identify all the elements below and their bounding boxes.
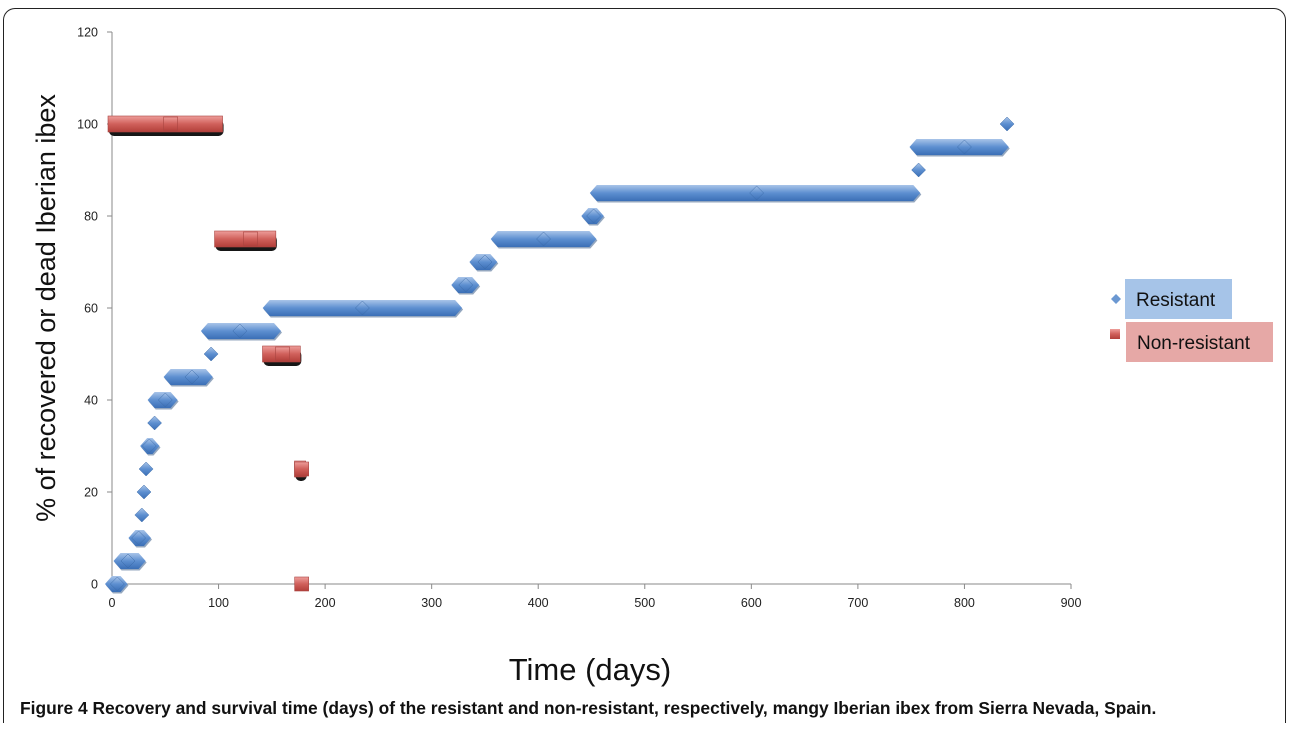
- x-tick-label: 600: [741, 596, 762, 610]
- resistant-point: [134, 507, 150, 523]
- resistant-point: [157, 392, 173, 408]
- legend-marker-resistant: [1111, 294, 1121, 304]
- y-tick-label: 120: [77, 26, 98, 40]
- resistant-point: [141, 438, 157, 454]
- x-tick-label: 900: [1061, 596, 1082, 610]
- figure-label: Figure 4: [20, 698, 88, 718]
- legend-background: [1126, 322, 1273, 362]
- non-resistant-point: [275, 346, 290, 362]
- resistant-point: [184, 369, 200, 385]
- resistant-point: [749, 185, 765, 201]
- x-tick-label: 400: [528, 596, 549, 610]
- resistant-point: [138, 461, 154, 477]
- non-resistant-point: [163, 116, 178, 132]
- resistant-point: [355, 300, 370, 316]
- resistant-point: [232, 323, 248, 339]
- x-tick-label: 100: [208, 596, 229, 610]
- resistant-point: [536, 231, 551, 247]
- y-tick-label: 20: [84, 486, 98, 500]
- resistant-point: [911, 162, 926, 178]
- x-axis-label: Time (days): [509, 652, 671, 687]
- resistant-point: [131, 530, 146, 546]
- figure-frame: [3, 8, 1286, 723]
- y-tick-label: 100: [77, 118, 98, 132]
- legend-label: Resistant: [1136, 290, 1216, 311]
- figure-caption: Figure 4 Recovery and survival time (day…: [20, 698, 1280, 719]
- y-axis-label: % of recovered or dead Iberian ibex: [31, 94, 61, 522]
- resistant-point: [120, 553, 136, 569]
- x-tick-label: 700: [847, 596, 868, 610]
- resistant-point: [203, 346, 219, 362]
- resistant-point: [999, 116, 1015, 132]
- resistant-point: [458, 277, 474, 293]
- x-tick-label: 300: [421, 596, 442, 610]
- non-resistant-point: [243, 231, 258, 247]
- non-resistant-point: [294, 461, 309, 477]
- caption-text: Recovery and survival time (days) of the…: [92, 698, 1157, 718]
- resistant-point: [957, 139, 972, 155]
- x-tick-label: 500: [634, 596, 655, 610]
- resistant-point: [109, 576, 125, 592]
- y-tick-label: 0: [91, 578, 98, 592]
- y-tick-label: 80: [84, 210, 98, 224]
- resistant-point: [477, 254, 493, 270]
- y-tick-label: 60: [84, 302, 98, 316]
- x-tick-label: 0: [109, 596, 116, 610]
- resistant-point: [147, 415, 162, 431]
- legend-label: Non-resistant: [1137, 333, 1251, 354]
- resistant-point: [136, 484, 152, 500]
- x-tick-label: 200: [315, 596, 336, 610]
- non-resistant-point: [294, 576, 309, 592]
- legend-background: [1125, 279, 1232, 319]
- y-tick-label: 40: [84, 394, 98, 408]
- resistant-point: [586, 208, 601, 224]
- x-tick-label: 800: [954, 596, 975, 610]
- legend-marker-non-resistant: [1110, 329, 1120, 339]
